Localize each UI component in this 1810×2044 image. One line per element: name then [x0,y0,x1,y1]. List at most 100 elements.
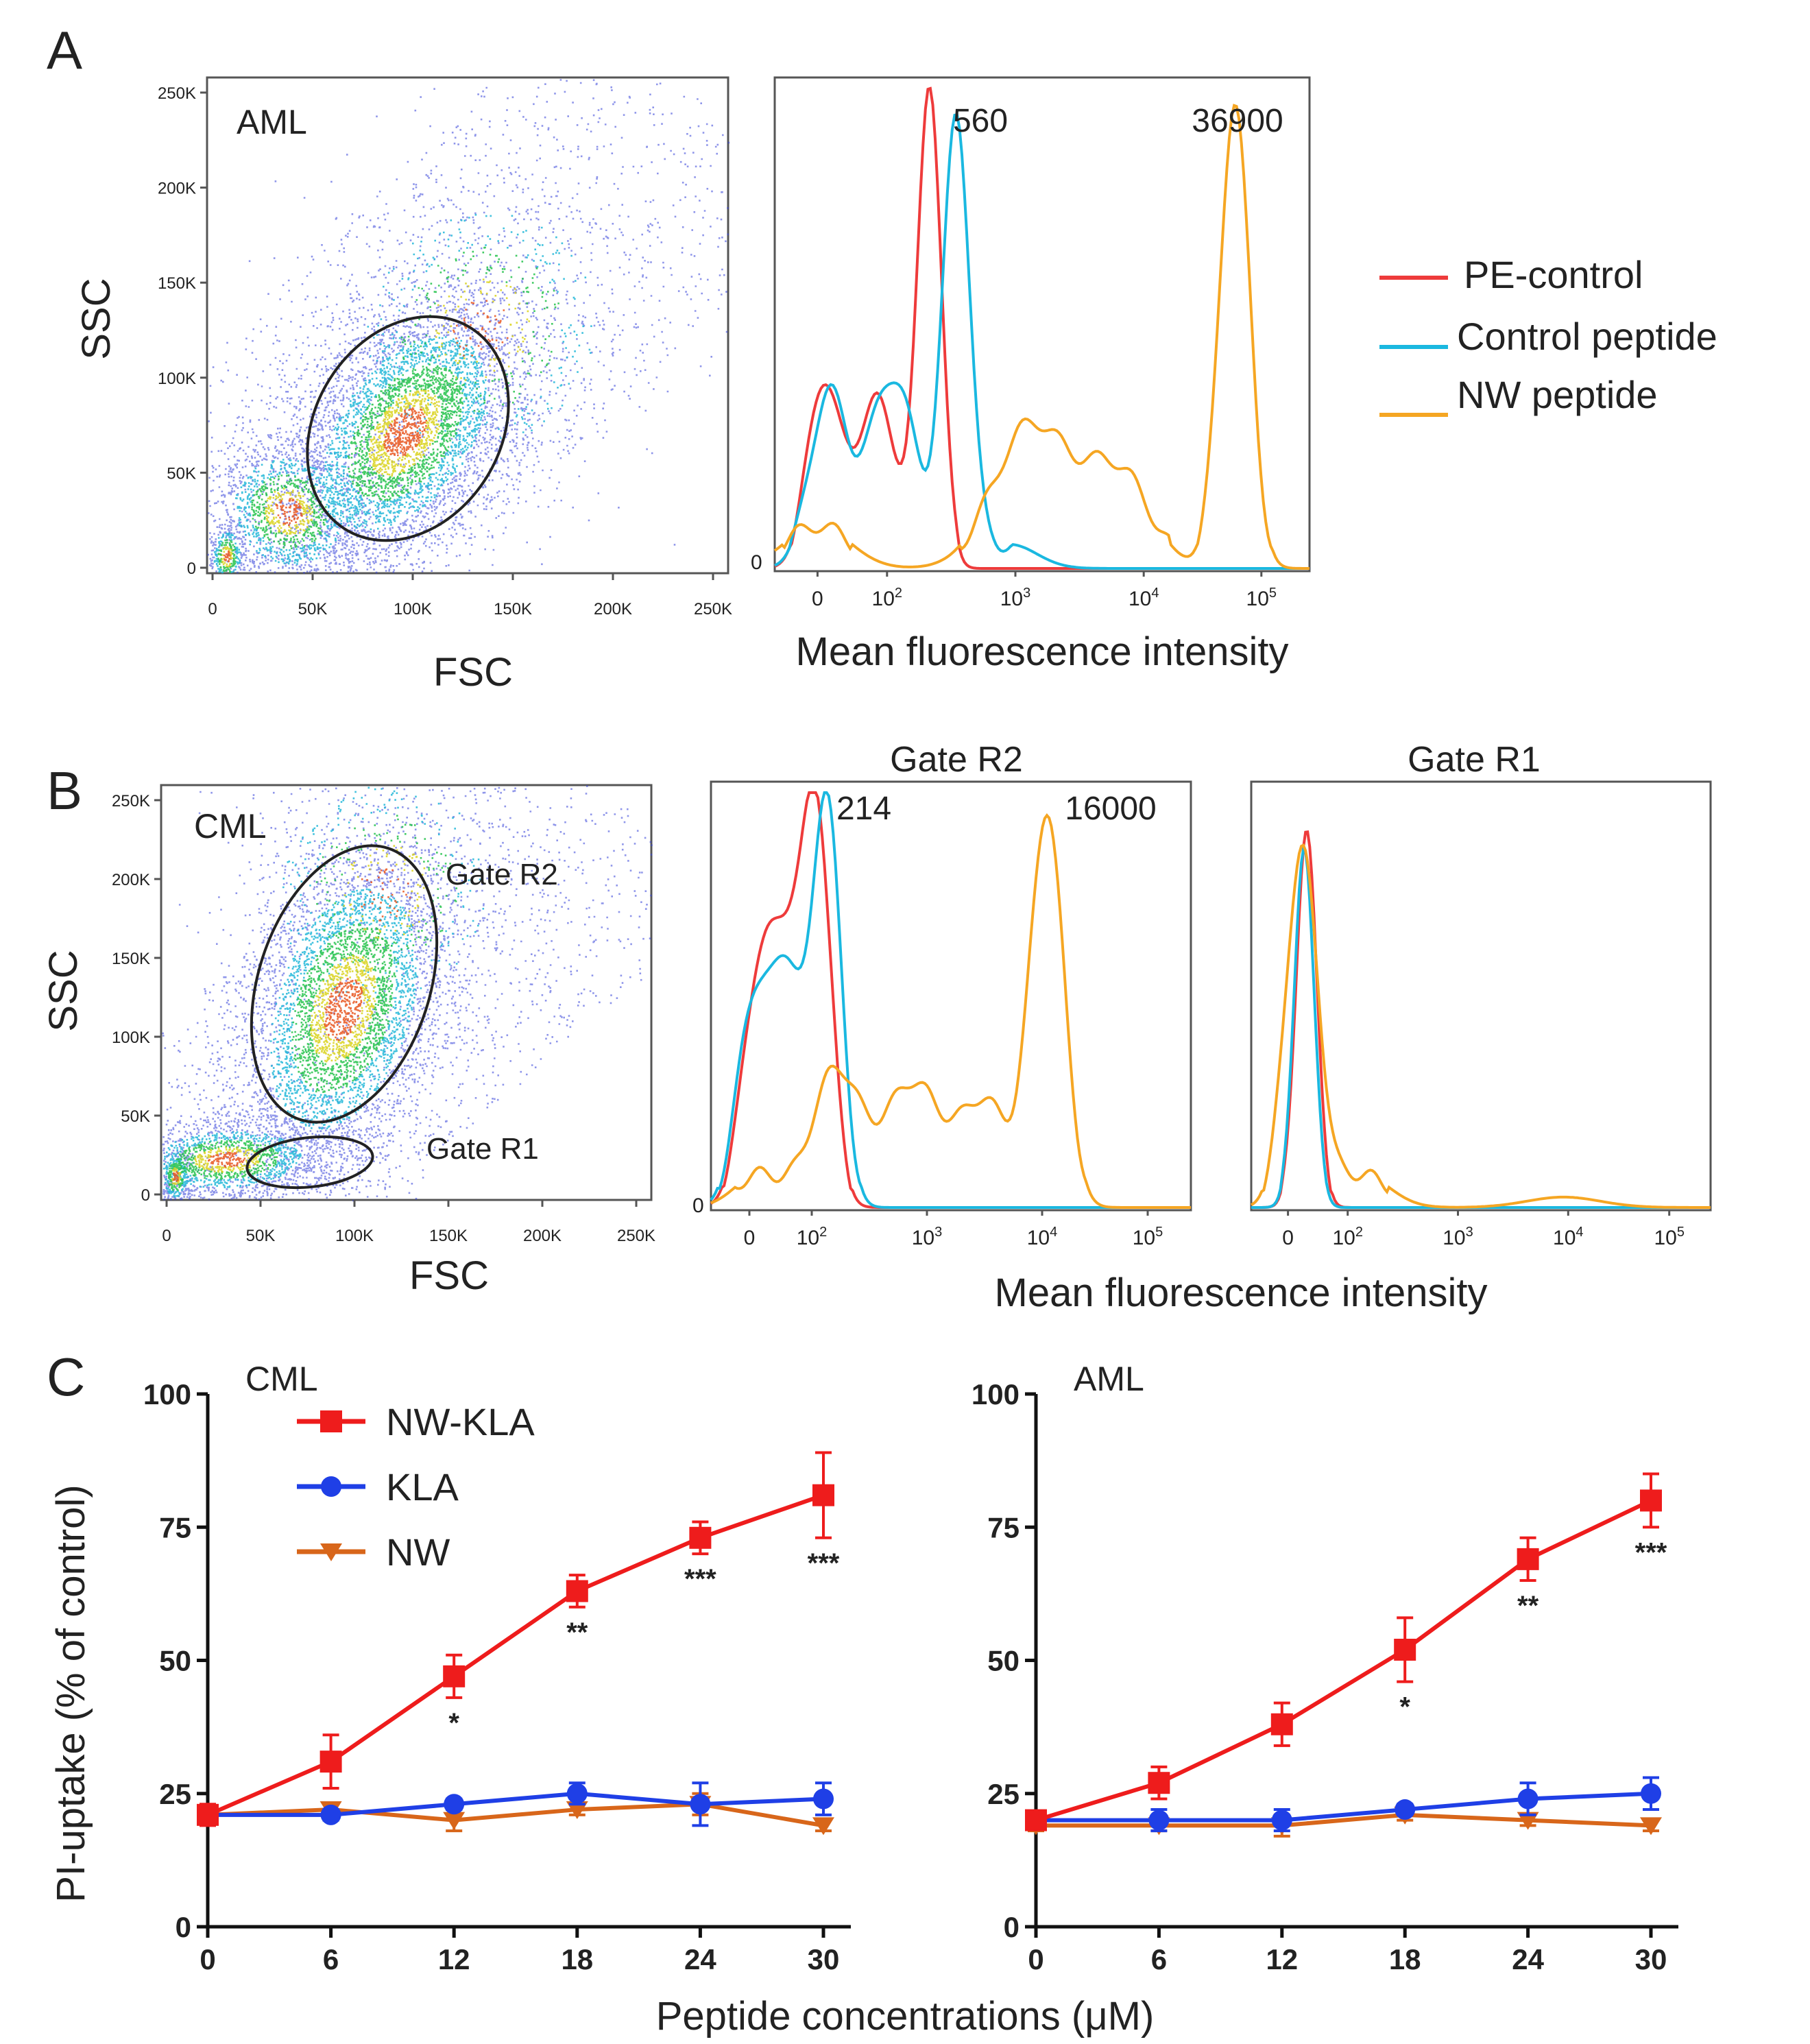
point-nw [566,1801,588,1820]
hist-r1-frame [1250,780,1712,1212]
y-tick-label: 75 [159,1511,191,1543]
significance-mark: ** [1517,1591,1539,1621]
significance-mark: *** [808,1548,840,1578]
scatter-b-ylabel: SSC [41,950,86,1031]
point-kla [444,1794,465,1815]
significance-mark: ** [566,1618,588,1648]
scatter-b-gate-r2 [250,844,439,1124]
hist-a-nw-peptide-curve [773,104,1310,570]
series-line-nw [1036,1812,1652,1828]
y-tick-label: 50 [987,1645,1019,1677]
legend-marker-kla [321,1476,341,1497]
scatter-x-tick-label: 50K [246,1227,276,1245]
hist-x-tick-label: 0 [812,588,823,610]
point-kla [813,1788,834,1809]
hist-a-peak-label-1: 560 [953,103,1008,139]
point-nw-kla [319,1751,342,1773]
hist-a-peak-label-2: 36900 [1192,103,1283,139]
scatter-y-tick-label: 0 [141,1186,150,1205]
x-tick-label: 30 [1635,1943,1667,1975]
x-tick-label: 12 [438,1943,470,1975]
hist-r2-nw-peptide-curve [710,813,1191,1209]
significance-mark: *** [1635,1537,1667,1567]
hist-r1-nw-peptide-curve [1250,843,1711,1209]
scatter-y-tick-label: 250K [158,84,196,103]
scatter-x-tick-label: 0 [208,600,217,618]
panel-b-letter: B [47,760,82,821]
hist-x-tick-label: 105 [1654,1225,1685,1249]
point-nw-kla [1517,1548,1539,1570]
scatter-x-tick-label: 0 [162,1227,171,1245]
scatter-y-tick-label: 150K [158,274,196,293]
hist-x-tick-label: 102 [872,586,903,610]
scatter-density-green [217,246,559,573]
scatter-x-tick-label: 100K [394,600,432,618]
point-kla [1641,1783,1661,1804]
x-tick-label: 18 [561,1943,593,1975]
scatter-a-label: AML [237,103,307,141]
y-tick-label: 100 [143,1378,191,1410]
legend-marker-nw-kla [320,1410,342,1432]
x-tick-label: 18 [1389,1943,1421,1975]
scatter-density-green [167,815,458,1191]
point-kla [1517,1788,1538,1809]
scatter-density-yellow [221,278,530,568]
scatter-y-tick-label: 50K [167,464,196,483]
scatter-b-label: CML [194,807,267,845]
series-line-nw [207,1802,824,1828]
point-nw-kla [1394,1638,1416,1661]
hist-x-tick-label: 103 [1000,586,1031,610]
panel-a-legend: PE-control Control peptide NW peptide [1379,253,1717,417]
scatter-x-tick-label: 50K [298,600,328,618]
scatter-a-ylabel: SSC [74,278,119,359]
point-nw-kla [1270,1713,1293,1735]
point-nw [443,1812,466,1830]
point-nw-kla [197,1803,219,1826]
scatter-b-gate-r2-label: Gate R2 [446,858,558,891]
panel-c-xlabel: Peptide concentrations (μM) [656,1994,1155,2039]
series-line-nw-kla [1035,1498,1652,1823]
panel-a-histogram: 560 36900 0 0 102 103 104 105 Mean fluoresce… [751,76,1311,674]
significance-mark: * [1399,1692,1410,1722]
hist-x-tick-label: 103 [912,1225,943,1249]
legend-marker-nw [320,1543,342,1561]
panel-b-scatter: CML Gate R2 Gate R1 0 50K 100K 150K 200K 250K… [41,784,655,1298]
scatter-y-tick-label: 200K [112,871,150,889]
point-kla [566,1783,588,1804]
chart-title: AML [1074,1360,1144,1398]
point-nw-kla [1025,1809,1047,1831]
hist-x-tick-label: 105 [1246,586,1277,610]
x-tick-label: 0 [1028,1943,1043,1975]
hist-r1-title: Gate R1 [1408,740,1541,780]
x-tick-label: 12 [1266,1943,1298,1975]
y-tick-label: 75 [987,1511,1019,1543]
hist-x-tick-label: 102 [1332,1225,1363,1249]
scatter-b-gate-r1-label: Gate R1 [426,1132,539,1166]
chart-title: CML [245,1360,318,1398]
significance-mark: * [448,1708,459,1738]
point-nw-kla [1148,1772,1170,1794]
hist-a-xlabel: Mean fluorescence intensity [796,629,1289,674]
hist-a-control-peptide-curve [774,112,1310,570]
scatter-x-tick-label: 150K [429,1227,468,1245]
scatter-y-tick-label: 100K [112,1029,150,1047]
legend-control-peptide-label: Control peptide [1457,315,1717,358]
x-tick-label: 24 [684,1943,716,1975]
x-tick-label: 6 [1151,1943,1167,1975]
hist-x-tick-label: 102 [797,1225,828,1249]
hist-a-yzero: 0 [751,551,762,574]
x-tick-label: 6 [323,1943,339,1975]
legend-label-nw: NW [386,1530,450,1574]
scatter-y-tick-label: 0 [187,560,196,578]
scatter-y-tick-label: 200K [158,180,196,198]
scatter-y-tick-label: 100K [158,370,196,388]
x-tick-label: 24 [1512,1943,1544,1975]
scatter-y-tick-label: 50K [121,1107,150,1126]
scatter-a-gate [306,315,510,542]
y-tick-label: 0 [1004,1911,1019,1943]
y-tick-label: 50 [159,1645,191,1677]
point-kla [1395,1799,1416,1820]
panel-c-ylabel: PI-uptake (% of control) [49,1484,93,1902]
